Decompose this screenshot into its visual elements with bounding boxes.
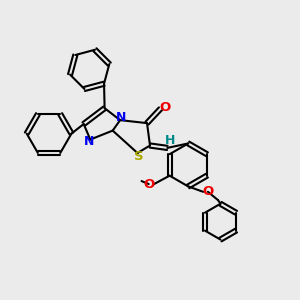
Text: N: N [84,135,94,148]
Text: O: O [160,101,171,114]
Text: O: O [202,185,214,198]
Text: H: H [164,134,175,147]
Text: N: N [116,111,126,124]
Text: O: O [143,178,154,190]
Text: S: S [134,150,144,163]
